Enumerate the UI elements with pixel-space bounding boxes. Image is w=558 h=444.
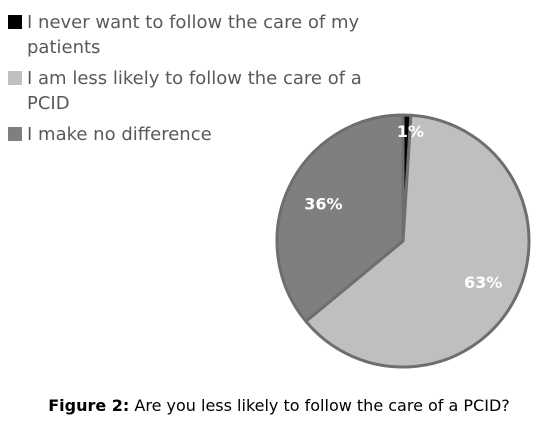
figure-caption: Figure 2: Are you less likely to follow … [0, 396, 558, 415]
legend-label: I am less likely to follow the care of a… [27, 68, 362, 114]
legend-label: I make no difference [27, 124, 212, 145]
data-label: 36% [304, 195, 342, 214]
legend-label: I never want to follow the care of my pa… [27, 12, 360, 58]
pie-slices [275, 113, 531, 369]
caption-label: Figure 2: [48, 396, 130, 415]
legend-swatch [8, 127, 22, 141]
legend-swatch [8, 71, 22, 85]
legend-item: I make no difference [8, 122, 368, 147]
pie-slice [304, 113, 531, 369]
data-label: 63% [464, 273, 502, 292]
caption-text: Are you less likely to follow the care o… [134, 396, 510, 415]
chart-legend: I never want to follow the care of my pa… [8, 10, 368, 153]
data-label: 1% [397, 122, 424, 141]
pie-labels: 1% 63% 36% [304, 122, 502, 292]
pie-slice [275, 113, 405, 323]
legend-item: I am less likely to follow the care of a… [8, 66, 368, 116]
pie-chart: 1% 63% 36% [275, 113, 531, 369]
legend-item: I never want to follow the care of my pa… [8, 10, 368, 60]
legend-swatch [8, 15, 22, 29]
